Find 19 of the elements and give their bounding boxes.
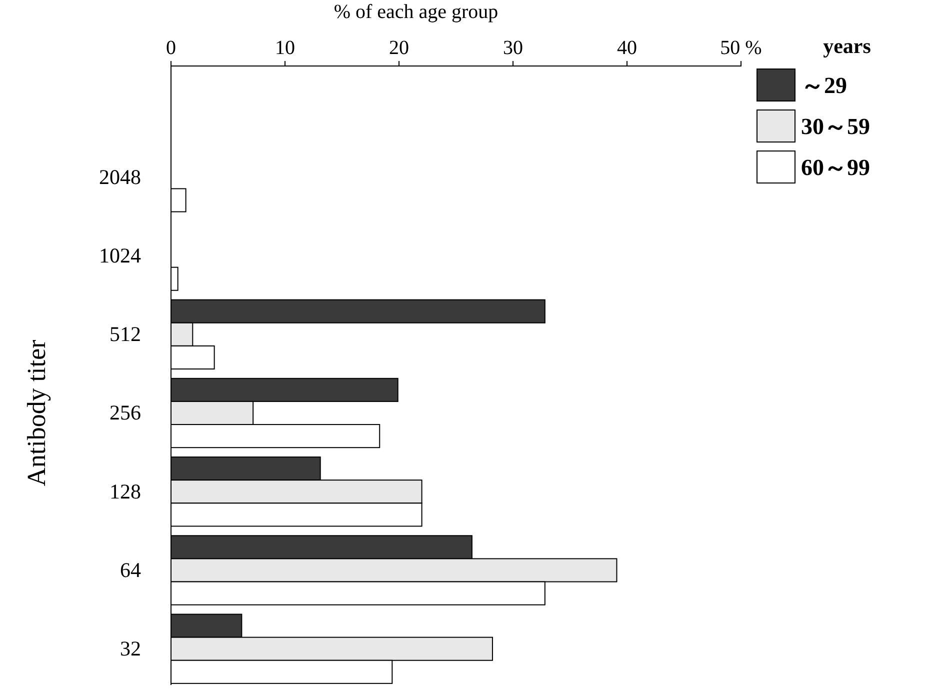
legend-label: 30～59 — [801, 114, 870, 139]
y-tick-label: 64 — [120, 558, 142, 582]
x-tick-label: 10 — [275, 37, 295, 59]
x-tick-label: 40 — [617, 37, 637, 59]
legend-label: 60～99 — [801, 155, 870, 180]
legend-title: years — [823, 34, 871, 58]
y-tick-label: 512 — [110, 322, 141, 346]
x-tick-label: 30 — [503, 37, 523, 59]
y-tick-label: 2048 — [99, 164, 141, 189]
y-axis-title: Antibody titer — [22, 339, 51, 486]
y-tick-label: 128 — [110, 479, 141, 504]
legend-label: ～29 — [801, 73, 847, 98]
y-tick-label: 256 — [110, 400, 141, 425]
x-tick-label: 0 — [166, 37, 176, 59]
x-tick-label: 20 — [389, 37, 409, 59]
y-tick-label: 1024 — [99, 243, 142, 268]
x-tick-label: 50 % — [720, 37, 762, 59]
x-axis-title: % of each age group — [334, 1, 498, 23]
y-tick-label: 32 — [120, 636, 141, 661]
